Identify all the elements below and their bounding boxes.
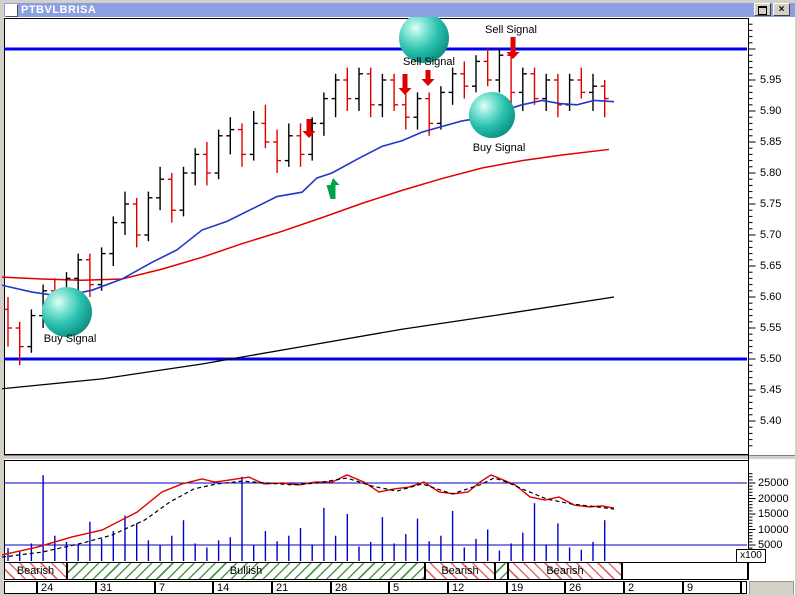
signal-ball-icon bbox=[399, 13, 449, 63]
ribbon-segment-bullish: Bullish bbox=[67, 562, 425, 580]
signal-label: Buy Signal bbox=[43, 333, 97, 345]
price-axis-label: 5.40 bbox=[760, 415, 782, 427]
price-axis-label: 5.55 bbox=[760, 322, 782, 334]
ribbon-segment bbox=[495, 562, 508, 580]
panel-splitter[interactable] bbox=[4, 455, 795, 460]
price-axis-label: 5.65 bbox=[760, 260, 782, 272]
date-cell: 21 bbox=[272, 581, 331, 594]
price-axis-label: 5.60 bbox=[760, 291, 782, 303]
volume-axis-label: 20000 bbox=[758, 492, 789, 505]
maximize-icon bbox=[758, 6, 767, 15]
ribbon-segment-bearish: Bearish bbox=[425, 562, 495, 580]
price-chart-panel[interactable] bbox=[4, 18, 749, 455]
ribbon-label: Bearish bbox=[546, 565, 584, 577]
date-cell: 31 bbox=[96, 581, 155, 594]
date-cell bbox=[741, 581, 747, 594]
ribbon-label: Bearish bbox=[441, 565, 479, 577]
signal-ball-icon bbox=[469, 92, 515, 138]
date-cell: 5 bbox=[389, 581, 448, 594]
ribbon-segment-bearish: Bearish bbox=[4, 562, 67, 580]
scroll-corner bbox=[749, 581, 794, 594]
price-axis-label: 5.45 bbox=[760, 384, 782, 396]
date-cell bbox=[4, 581, 37, 594]
volume-axis-label: 15000 bbox=[758, 508, 789, 520]
date-cell: 9 bbox=[683, 581, 741, 594]
ribbon-label: Bearish bbox=[16, 565, 55, 577]
date-cell: 24 bbox=[37, 581, 96, 594]
volume-axis-label: 25000 bbox=[758, 477, 789, 489]
signal-label: Sell Signal bbox=[403, 56, 455, 68]
price-axis-label: 5.80 bbox=[760, 167, 782, 179]
ribbon-label: Bullish bbox=[229, 565, 263, 577]
sentiment-ribbon: Bearish Bullish Bearish Bearish bbox=[4, 562, 748, 580]
close-button[interactable]: × bbox=[773, 3, 790, 16]
price-axis-label: 5.50 bbox=[760, 353, 782, 365]
maximize-button[interactable] bbox=[754, 3, 771, 16]
signal-ball-icon bbox=[42, 287, 92, 337]
titlebar[interactable]: PTBVLBRISA × bbox=[4, 3, 795, 17]
date-cell: 7 bbox=[155, 581, 213, 594]
date-cell: 2 bbox=[624, 581, 683, 594]
signal-label: Buy Signal bbox=[472, 142, 526, 154]
volume-axis-label: 10000 bbox=[758, 523, 789, 536]
window-title: PTBVLBRISA bbox=[21, 4, 97, 16]
ribbon-segment-bearish: Bearish bbox=[508, 562, 622, 580]
date-axis: 24 31 7 14 21 28 5 12 19 26 2 9 bbox=[4, 581, 748, 594]
volume-multiplier-badge: x100 bbox=[736, 549, 766, 563]
price-axis-label: 5.95 bbox=[760, 74, 782, 86]
date-cell: 28 bbox=[331, 581, 389, 594]
date-cell: 14 bbox=[213, 581, 272, 594]
ribbon-segment bbox=[622, 562, 748, 580]
price-axis-label: 5.70 bbox=[760, 229, 782, 241]
date-cell: 19 bbox=[507, 581, 565, 594]
volume-axis-label: 5000 bbox=[758, 539, 783, 551]
volume-panel[interactable] bbox=[4, 460, 749, 563]
price-axis-label: 5.75 bbox=[760, 198, 782, 210]
window-icon bbox=[5, 4, 18, 17]
price-axis-label: 5.90 bbox=[760, 105, 782, 117]
signal-label: Sell Signal bbox=[485, 24, 537, 36]
date-cell: 26 bbox=[565, 581, 624, 594]
price-axis-label: 5.85 bbox=[760, 136, 782, 148]
date-cell: 12 bbox=[448, 581, 507, 594]
